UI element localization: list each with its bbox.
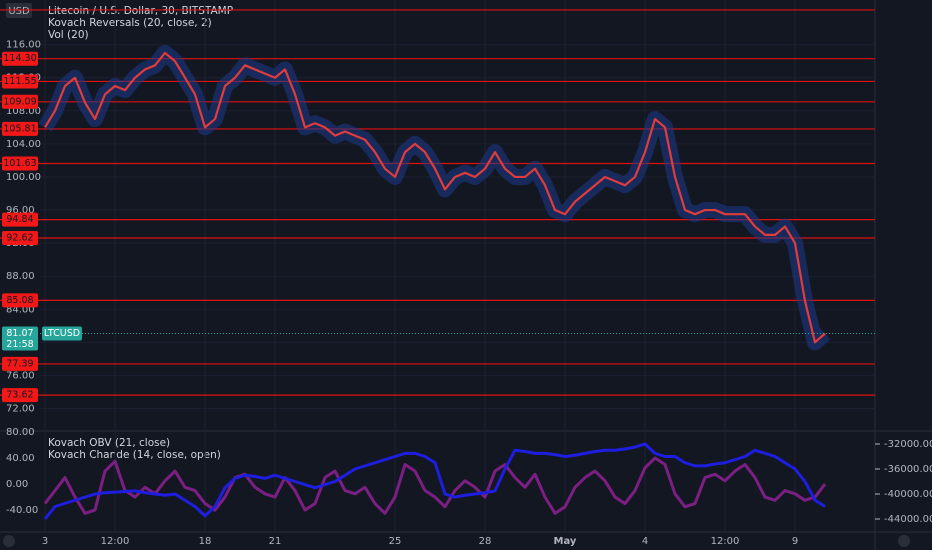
level-tag [2, 230, 38, 245]
x-tick-label: May [554, 536, 577, 547]
price-line [44, 51, 826, 344]
y-tick-label: 88.00 [6, 271, 35, 282]
symbol-title: Litecoin / U.S. Dollar, 30, BITSTAMP [48, 5, 233, 17]
level-tag [2, 293, 38, 308]
indicator-line [43, 456, 827, 515]
level-tag [2, 388, 38, 403]
currency: USD [8, 6, 30, 17]
y-tick-label: -40.00 [6, 505, 38, 516]
level-label: 85.08 [6, 295, 33, 306]
y-tick-label: 80.00 [6, 427, 35, 438]
level-label: 114.30 [3, 53, 36, 64]
level-tag [2, 356, 38, 371]
y-tick-label: 76.00 [6, 370, 35, 381]
level-label: 92.62 [6, 232, 33, 243]
y2-tick-label: -36000.00 [884, 464, 932, 475]
level-tag [2, 51, 38, 66]
x-tick-label: 25 [389, 536, 402, 547]
y2-tick-label: -32000.00 [884, 439, 932, 450]
y2-tick-label: -40000.00 [884, 489, 932, 500]
y-tick-label: 108.00 [6, 106, 41, 117]
level-tag [2, 156, 38, 171]
y-tick-label: 116.00 [6, 40, 41, 51]
y-tick-label: 100.00 [6, 172, 41, 183]
y-tick-label: 104.00 [6, 139, 41, 150]
x-tick-label: 21 [269, 536, 282, 547]
auto-button[interactable] [898, 535, 910, 547]
level-label: 109.09 [3, 96, 36, 107]
y-tick-label: 40.00 [6, 453, 35, 464]
y-tick-label: 0.00 [6, 479, 28, 490]
zoom-button[interactable] [3, 535, 15, 547]
level-label: 94.84 [6, 214, 33, 225]
level-tag [2, 212, 38, 227]
level-label: 73.62 [6, 390, 33, 401]
y-tick-label: 96.00 [6, 205, 35, 216]
level-label: 105.81 [3, 123, 36, 134]
level-tag [2, 121, 38, 136]
x-tick-label: 18 [199, 536, 212, 547]
symbol-tag [42, 326, 82, 341]
x-tick-label: 3 [42, 536, 48, 547]
countdown: 21:58 [6, 339, 33, 350]
last-price-label: 81.07 [6, 328, 33, 339]
indicator-label: Vol (20) [48, 29, 89, 41]
level-tag [2, 74, 38, 89]
symbol-label: LTCUSD [44, 328, 80, 339]
indicator-label: Kovach OBV (21, close) [48, 437, 170, 449]
x-tick-label: 9 [792, 536, 798, 547]
level-tag [2, 94, 38, 109]
y-tick-label: 84.00 [6, 304, 35, 315]
indicator-label: Kovach Reversals (20, close, 2) [48, 17, 212, 29]
x-tick-label: 12:00 [101, 536, 130, 547]
level-label: 111.55 [3, 76, 36, 87]
indicator-line [43, 442, 826, 520]
y-tick-label: 72.00 [6, 404, 35, 415]
last-price-tag [2, 326, 38, 351]
x-tick-label: 12:00 [711, 536, 740, 547]
x-tick-label: 4 [642, 536, 648, 547]
level-label: 77.39 [6, 358, 33, 369]
level-label: 101.63 [3, 158, 36, 169]
x-tick-label: 28 [479, 536, 492, 547]
y2-tick-label: -44000.00 [884, 514, 932, 525]
indicator-label: Kovach Chande (14, close, open) [48, 449, 221, 461]
